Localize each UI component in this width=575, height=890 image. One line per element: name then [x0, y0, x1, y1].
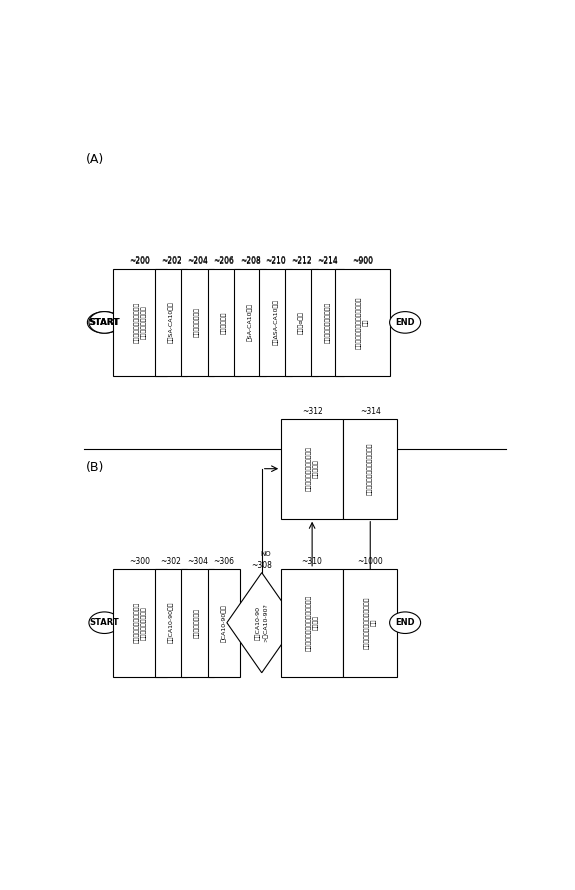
Bar	[335, 269, 390, 376]
Text: ~204: ~204	[187, 256, 208, 265]
Bar	[181, 569, 214, 676]
Text: (B): (B)	[86, 461, 104, 474]
Ellipse shape	[89, 612, 120, 634]
Text: 前回の吸気行程噴射補正量Ｆｃを
読み込み: 前回の吸気行程噴射補正量Ｆｃを 読み込み	[306, 595, 319, 651]
Polygon shape	[227, 572, 297, 673]
Text: ~304: ~304	[187, 557, 208, 566]
Text: 吸気行程噴射補正量Ｆｃを更新: 吸気行程噴射補正量Ｆｃを更新	[367, 442, 373, 495]
Text: NO: NO	[260, 551, 271, 557]
Text: END: END	[396, 619, 415, 627]
Bar	[281, 569, 343, 676]
Text: 最も遅角側の吸気行程噴射量を
補正: 最も遅角側の吸気行程噴射量を 補正	[364, 596, 377, 649]
Text: ~900: ~900	[352, 257, 373, 266]
Text: 圧縮行程噴射補正量算出: 圧縮行程噴射補正量算出	[325, 302, 331, 343]
Bar	[155, 569, 187, 676]
Text: ~312: ~312	[302, 407, 323, 416]
Text: ~210: ~210	[265, 257, 286, 266]
Text: ~202: ~202	[160, 257, 182, 266]
Text: ~214: ~214	[317, 257, 338, 266]
Text: ~310: ~310	[302, 557, 323, 566]
Text: ~308: ~308	[251, 561, 272, 570]
Ellipse shape	[390, 312, 421, 333]
Bar	[113, 269, 167, 376]
Text: ~208: ~208	[240, 257, 260, 266]
Text: ~214: ~214	[317, 256, 338, 265]
Text: ~306: ~306	[213, 557, 234, 566]
Bar	[208, 269, 240, 376]
Text: START: START	[90, 619, 119, 627]
Text: ~302: ~302	[160, 557, 182, 566]
Text: 補正率α算出: 補正率α算出	[298, 311, 304, 334]
Text: START: START	[90, 318, 119, 327]
Bar	[311, 269, 344, 376]
Text: ~200: ~200	[129, 256, 151, 265]
Text: ~204: ~204	[187, 257, 208, 266]
Text: ~202: ~202	[160, 256, 182, 265]
Text: 筒内圧データ取得: 筒内圧データ取得	[194, 307, 200, 337]
Bar	[113, 569, 167, 676]
Text: ~206: ~206	[213, 256, 234, 265]
Text: 高火時期取得: 高火時期取得	[221, 312, 227, 334]
Text: ~212: ~212	[291, 256, 312, 265]
Ellipse shape	[87, 312, 121, 333]
Bar	[343, 569, 397, 676]
Bar	[155, 269, 187, 376]
Bar	[259, 269, 292, 376]
Text: 吸気行程噴射補正量Ｆｃを
所定値増量: 吸気行程噴射補正量Ｆｃを 所定値増量	[306, 446, 319, 491]
Text: ~210: ~210	[265, 256, 286, 265]
Text: ~200: ~200	[129, 257, 151, 266]
Ellipse shape	[390, 612, 421, 634]
Bar	[343, 418, 397, 519]
Text: ~900: ~900	[352, 256, 373, 265]
Text: END: END	[396, 318, 415, 327]
Bar	[234, 269, 266, 376]
Text: ~206: ~206	[213, 257, 234, 266]
Bar	[181, 269, 214, 376]
Bar	[208, 569, 240, 676]
Text: YES: YES	[299, 609, 305, 621]
Text: 目標SA-CA10算出: 目標SA-CA10算出	[168, 302, 174, 344]
Text: 許容CA10-90算出: 許容CA10-90算出	[168, 602, 174, 643]
Bar	[281, 418, 343, 519]
Text: 回転速度、負荷率および
目標点火弱化率取得: 回転速度、負荷率および 目標点火弱化率取得	[134, 602, 147, 643]
Text: ~314: ~314	[360, 407, 381, 416]
Text: ~208: ~208	[240, 256, 260, 265]
Text: ~300: ~300	[129, 557, 151, 566]
Text: 回転速度、負荷率および
目標点火弱化率取得: 回転速度、負荷率および 目標点火弱化率取得	[134, 302, 147, 343]
Bar	[285, 269, 317, 376]
Text: 許容CA10-90
>実CA10-90?: 許容CA10-90 >実CA10-90?	[255, 603, 268, 643]
Text: 差分ΔSA-CA10算出: 差分ΔSA-CA10算出	[273, 299, 278, 345]
Ellipse shape	[89, 312, 120, 333]
Text: 筒内圧データ取得: 筒内圧データ取得	[194, 608, 200, 638]
Text: ~212: ~212	[291, 257, 312, 266]
Text: 最も遅角側の圧縮行程噴射量を
補正: 最も遅角側の圧縮行程噴射量を 補正	[356, 296, 369, 349]
Text: 実CA10-90算出: 実CA10-90算出	[221, 603, 227, 642]
Text: START: START	[89, 318, 120, 327]
Text: 実SA-CA10算出: 実SA-CA10算出	[247, 303, 253, 342]
Text: ~1000: ~1000	[358, 557, 383, 566]
Text: (A): (A)	[86, 153, 104, 166]
